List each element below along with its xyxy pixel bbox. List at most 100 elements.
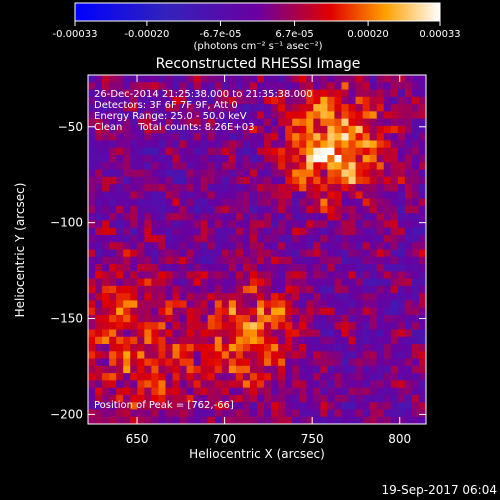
heatmap-cell: [418, 322, 427, 330]
heatmap-cell: [299, 162, 307, 170]
heatmap-cell: [158, 271, 166, 279]
heatmap-cell: [130, 365, 138, 374]
heatmap-cell: [383, 198, 392, 207]
heatmap-cell: [109, 394, 117, 403]
heatmap-cell: [207, 285, 216, 294]
heatmap-cell: [242, 133, 251, 141]
heatmap-cell: [144, 336, 152, 345]
heatmap-cell: [411, 162, 420, 170]
heatmap-cell: [116, 198, 124, 207]
heatmap-cell: [411, 351, 420, 359]
heatmap-cell: [271, 96, 279, 105]
heatmap-cell: [123, 293, 131, 301]
heatmap-cell: [249, 205, 258, 214]
heatmap-cell: [355, 293, 364, 301]
heatmap-cell: [158, 111, 166, 120]
heatmap-cell: [144, 387, 152, 396]
heatmap-cell: [257, 125, 265, 134]
heatmap-cell: [88, 416, 96, 425]
heatmap-cell: [397, 154, 406, 163]
heatmap-cell: [193, 300, 202, 309]
heatmap-cell: [306, 118, 314, 127]
heatmap-cell: [306, 89, 314, 98]
heatmap-cell: [369, 256, 378, 265]
heatmap-cell: [285, 184, 293, 192]
heatmap-cell: [376, 184, 385, 192]
heatmap-cell: [179, 380, 187, 389]
heatmap-cell: [271, 256, 279, 265]
heatmap-cell: [151, 351, 159, 359]
heatmap-cell: [390, 176, 399, 185]
heatmap-cell: [264, 402, 272, 410]
heatmap-cell: [271, 162, 279, 170]
y-tick-label: −50: [58, 120, 83, 134]
heatmap-cell: [179, 373, 187, 381]
heatmap-cell: [123, 227, 131, 236]
heatmap-cell: [390, 227, 399, 236]
heatmap-cell: [165, 118, 173, 127]
heatmap-cell: [397, 234, 406, 243]
heatmap-cell: [264, 307, 272, 316]
heatmap-cell: [264, 213, 272, 221]
heatmap-cell: [348, 256, 356, 265]
heatmap-cell: [376, 409, 385, 418]
heatmap-cell: [334, 213, 342, 221]
heatmap-cell: [285, 191, 293, 200]
heatmap-cell: [278, 111, 286, 120]
heatmap-cell: [341, 394, 349, 403]
heatmap-cell: [172, 154, 180, 163]
heatmap-cell: [376, 140, 385, 149]
heatmap-cell: [228, 205, 237, 214]
heatmap-cell: [285, 264, 293, 272]
heatmap-cell: [228, 264, 237, 272]
heatmap-cell: [109, 75, 117, 83]
heatmap-cell: [341, 89, 349, 98]
heatmap-cell: [404, 75, 413, 83]
heatmap-cell: [313, 198, 321, 207]
heatmap-cell: [123, 278, 131, 287]
heatmap-cell: [292, 111, 300, 120]
heatmap-cell: [376, 191, 385, 200]
heatmap-cell: [193, 234, 202, 243]
heatmap-cell: [278, 307, 286, 316]
heatmap-cell: [144, 118, 152, 127]
heatmap-cell: [165, 380, 173, 389]
heatmap-cell: [285, 82, 293, 90]
heatmap-cell: [264, 394, 272, 403]
heatmap-cell: [235, 278, 244, 287]
heatmap-cell: [369, 387, 378, 396]
heatmap-cell: [165, 227, 173, 236]
heatmap-cell: [257, 140, 265, 149]
heatmap-cell: [109, 147, 117, 156]
heatmap-cell: [102, 402, 110, 410]
heatmap-cell: [144, 104, 152, 112]
heatmap-cell: [383, 176, 392, 185]
heatmap-cell: [285, 380, 293, 389]
heatmap-cell: [299, 191, 307, 200]
heatmap-cell: [165, 82, 173, 90]
heatmap-cell: [362, 234, 371, 243]
heatmap-cell: [235, 336, 244, 345]
heatmap-cell: [292, 96, 300, 105]
heatmap-cell: [158, 140, 166, 149]
heatmap-cell: [271, 285, 279, 294]
heatmap-cell: [193, 351, 202, 359]
heatmap-cell: [397, 344, 406, 352]
heatmap-cell: [186, 140, 195, 149]
heatmap-cell: [285, 169, 293, 178]
heatmap-cell: [320, 234, 328, 243]
heatmap-cell: [418, 351, 427, 359]
heatmap-cell: [341, 256, 349, 265]
heatmap-cell: [200, 140, 209, 149]
heatmap-cell: [278, 264, 286, 272]
colorbar-tick-label: -0.00020: [124, 29, 169, 40]
heatmap-cell: [137, 322, 145, 330]
heatmap-cell: [313, 329, 321, 338]
heatmap-cell: [249, 111, 258, 120]
heatmap-cell: [172, 365, 180, 374]
heatmap-cell: [179, 234, 187, 243]
heatmap-cell: [306, 285, 314, 294]
heatmap-cell: [214, 242, 223, 250]
heatmap-cell: [334, 220, 342, 229]
heatmap-cell: [242, 344, 251, 352]
